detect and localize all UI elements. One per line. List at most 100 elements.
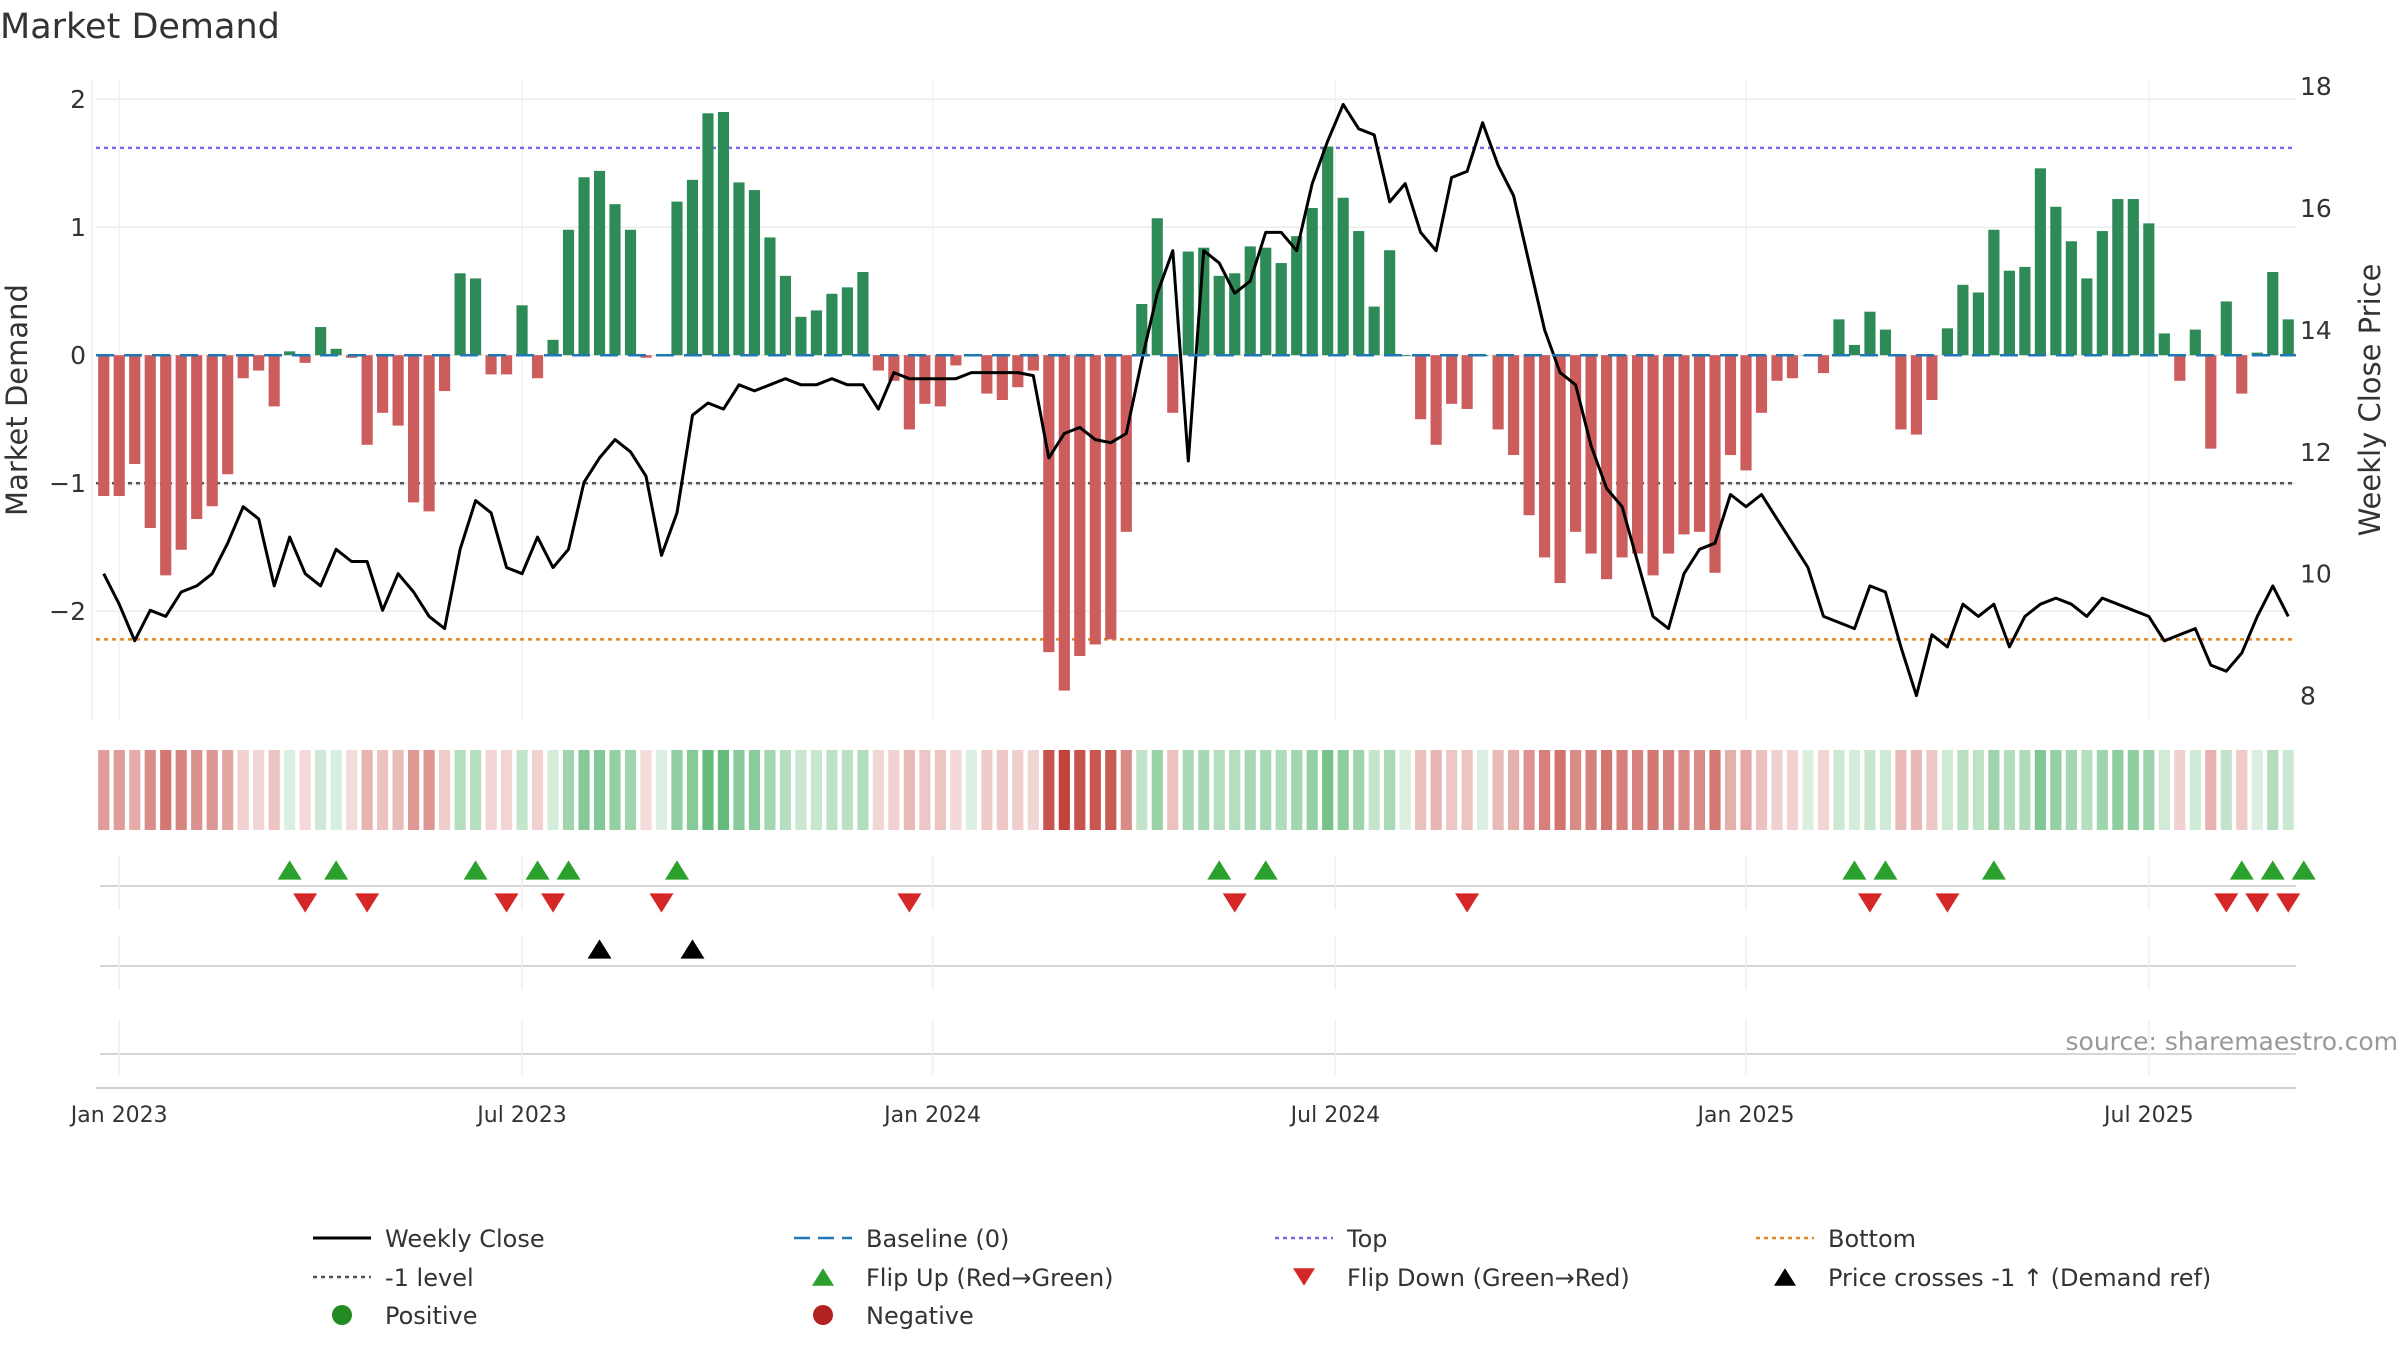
legend-label-bottom: Bottom bbox=[1828, 1225, 1916, 1253]
demand-bar bbox=[686, 179, 699, 356]
legend-swatch-cross bbox=[1774, 1268, 1796, 1286]
heat-cell bbox=[439, 750, 451, 830]
demand-bar bbox=[98, 355, 110, 496]
flip-down-marker bbox=[1857, 893, 1882, 913]
heat-cell bbox=[1585, 750, 1597, 830]
demand-bar bbox=[1337, 197, 1349, 356]
demand-bar bbox=[1275, 263, 1287, 356]
demand-bar bbox=[1864, 311, 1876, 356]
demand-bar bbox=[547, 339, 559, 356]
demand-bar bbox=[531, 355, 544, 379]
flip-down-marker bbox=[355, 893, 380, 913]
heat-cell bbox=[377, 750, 389, 830]
demand-bar bbox=[191, 355, 203, 520]
heat-cell bbox=[1089, 750, 1101, 830]
heat-cell bbox=[1508, 750, 1520, 830]
demand-bar bbox=[2127, 199, 2139, 356]
demand-bar bbox=[1074, 355, 1086, 656]
demand-bar bbox=[1585, 355, 1597, 554]
heat-cell bbox=[1755, 750, 1768, 830]
heat-cell bbox=[1337, 750, 1349, 830]
heat-cell bbox=[903, 750, 915, 830]
heat-cell bbox=[1848, 750, 1861, 830]
heat-cell bbox=[268, 750, 280, 830]
demand-bar bbox=[1306, 208, 1318, 356]
demand-bar bbox=[1616, 355, 1628, 558]
x-tick-label: Jul 2025 bbox=[2102, 1103, 2194, 1128]
demand-bar bbox=[1105, 355, 1117, 640]
demand-bar bbox=[129, 355, 141, 464]
heat-cell bbox=[1136, 750, 1148, 830]
demand-bar bbox=[981, 355, 993, 394]
heat-cell bbox=[1786, 750, 1799, 830]
demand-bar bbox=[1709, 355, 1721, 573]
demand-bar bbox=[857, 272, 869, 356]
x-tick-label: Jan 2025 bbox=[1696, 1103, 1795, 1128]
demand-bar bbox=[2003, 270, 2015, 356]
demand-bar bbox=[1446, 355, 1458, 404]
legend-swatch-flip_up bbox=[812, 1268, 834, 1286]
demand-bar bbox=[2019, 266, 2031, 356]
demand-bar bbox=[1399, 355, 1411, 357]
demand-bar bbox=[1027, 355, 1039, 371]
heat-cell bbox=[1260, 750, 1272, 830]
demand-bar bbox=[1988, 229, 2000, 356]
heat-cell bbox=[500, 750, 513, 830]
heat-cell bbox=[531, 750, 544, 830]
heat-cell bbox=[1012, 750, 1024, 830]
demand-bar bbox=[624, 229, 637, 356]
heat-cell bbox=[284, 750, 296, 830]
heat-cell bbox=[1709, 750, 1721, 830]
legend-label-positive_dot: Positive bbox=[385, 1302, 478, 1330]
flip-up-marker bbox=[525, 860, 550, 880]
heat-cell bbox=[1244, 750, 1256, 830]
heat-cell bbox=[222, 750, 234, 830]
demand-bar bbox=[1755, 355, 1768, 413]
heat-cell bbox=[1988, 750, 2000, 830]
heat-cell bbox=[392, 750, 404, 830]
heat-cell bbox=[981, 750, 993, 830]
demand-bar bbox=[1508, 355, 1520, 456]
flip-up-marker bbox=[1842, 860, 1867, 880]
heat-cell bbox=[485, 750, 497, 830]
heat-cell bbox=[841, 750, 853, 830]
heat-cell bbox=[237, 750, 249, 830]
source-credit: source: sharemaestro.com bbox=[2066, 1027, 2399, 1056]
demand-bar bbox=[1430, 355, 1442, 445]
demand-bar bbox=[2034, 168, 2046, 356]
demand-bar bbox=[2251, 352, 2263, 356]
heat-cell bbox=[624, 750, 637, 830]
demand-bar bbox=[1833, 319, 1845, 356]
left-tick-label: −2 bbox=[49, 597, 86, 626]
demand-bar bbox=[377, 355, 389, 413]
heat-cell bbox=[593, 750, 606, 830]
heat-cell bbox=[129, 750, 141, 830]
demand-bar bbox=[2158, 333, 2170, 356]
demand-bar bbox=[315, 327, 327, 356]
demand-bar bbox=[268, 355, 280, 407]
heat-cell bbox=[1430, 750, 1442, 830]
heat-cell bbox=[299, 750, 311, 830]
demand-bar bbox=[454, 273, 466, 356]
heat-cell bbox=[655, 750, 668, 830]
right-tick-label: 14 bbox=[2300, 316, 2332, 345]
demand-bar bbox=[1089, 355, 1101, 645]
demand-bar bbox=[1043, 355, 1055, 653]
heat-cell bbox=[2019, 750, 2031, 830]
right-tick-label: 18 bbox=[2300, 72, 2332, 101]
demand-bar bbox=[1058, 355, 1070, 691]
demand-bar bbox=[113, 355, 125, 496]
flip-down-marker bbox=[2276, 893, 2301, 913]
demand-bar bbox=[1957, 284, 1969, 356]
heat-cell bbox=[1446, 750, 1458, 830]
heat-cell bbox=[2003, 750, 2015, 830]
demand-bar bbox=[1291, 236, 1303, 356]
demand-bar bbox=[950, 355, 962, 366]
demand-bar bbox=[1554, 355, 1566, 584]
demand-bar bbox=[733, 182, 745, 356]
left-tick-label: −1 bbox=[49, 469, 86, 498]
demand-bar bbox=[1910, 355, 1922, 435]
flip-down-marker bbox=[494, 893, 519, 913]
signal-markers bbox=[96, 855, 2316, 1089]
